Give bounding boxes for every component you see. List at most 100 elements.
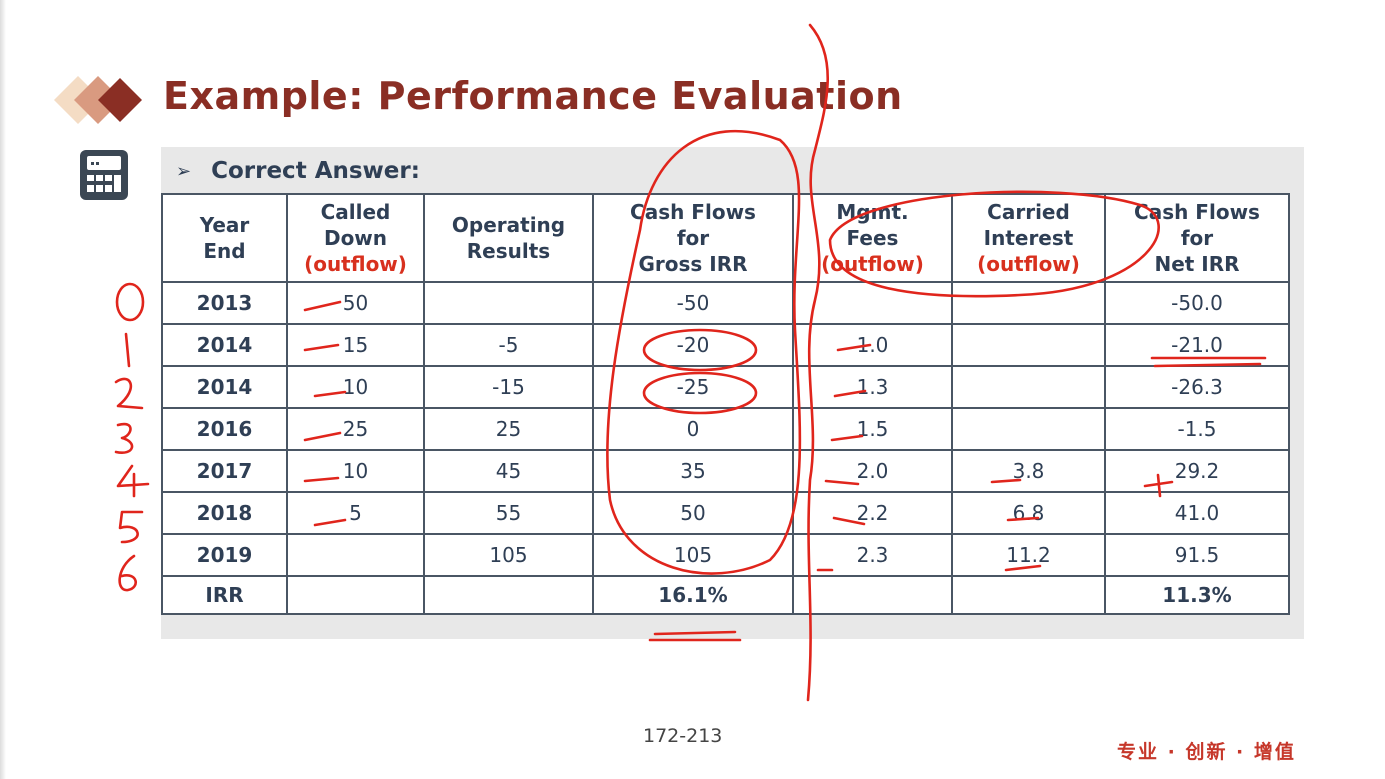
- table-cell: 2.0: [792, 449, 953, 493]
- header-line: Year: [199, 213, 250, 237]
- column-header: Operating Results: [423, 193, 594, 283]
- slide-title: Example: Performance Evaluation: [163, 74, 903, 118]
- diamond-bullets-icon: [54, 76, 142, 124]
- table-cell: 2018: [161, 491, 288, 535]
- table-cell: 3.8: [951, 449, 1106, 493]
- table-cell: 11.2: [951, 533, 1106, 577]
- outflow-tag: (outflow): [304, 252, 407, 276]
- subheading: ➢ Correct Answer:: [176, 154, 420, 188]
- table-cell: 10: [286, 365, 425, 409]
- table-row: 2017 10 45 35 2.0 3.8 29.2: [161, 449, 1290, 493]
- table-cell: -5: [423, 323, 594, 367]
- table-row: 2016 25 25 0 1.5 -1.5: [161, 407, 1290, 451]
- column-header: Called Down (outflow): [286, 193, 425, 283]
- header-line: Cash Flows: [630, 200, 756, 224]
- irr-cell: 16.1%: [592, 575, 794, 615]
- table-cell: 6.8: [951, 491, 1106, 535]
- table-cell: 55: [423, 491, 594, 535]
- table-cell: -25: [592, 365, 794, 409]
- column-header: Cash Flows for Gross IRR: [592, 193, 794, 283]
- header-line: Interest: [983, 226, 1074, 250]
- performance-table: Year End Called Down (outflow) Operating Resul…: [161, 193, 1290, 615]
- table-row: 2013 50 -50 -50.0: [161, 281, 1290, 325]
- header-line: Called: [320, 200, 391, 224]
- table-cell: [951, 281, 1106, 325]
- table-cell: 2017: [161, 449, 288, 493]
- table-cell: 50: [592, 491, 794, 535]
- table-row: 2014 10 -15 -25 1.3 -26.3: [161, 365, 1290, 409]
- table-cell: -21.0: [1104, 323, 1290, 367]
- table-cell: [951, 407, 1106, 451]
- header-line: for: [1180, 226, 1214, 250]
- table-cell: 45: [423, 449, 594, 493]
- table-cell: 2013: [161, 281, 288, 325]
- table-cell: -50.0: [1104, 281, 1290, 325]
- table-row: 2018 5 55 50 2.2 6.8 41.0: [161, 491, 1290, 535]
- page-edge: [0, 0, 6, 779]
- page-number: 172-213: [643, 725, 723, 747]
- table-cell: 2014: [161, 323, 288, 367]
- irr-cell: [423, 575, 594, 615]
- header-line: Fees: [846, 226, 899, 250]
- table-cell: 15: [286, 323, 425, 367]
- table-row: 2014 15 -5 -20 1.0 -21.0: [161, 323, 1290, 367]
- table-cell: 2014: [161, 365, 288, 409]
- table-cell: 29.2: [1104, 449, 1290, 493]
- table-cell: 25: [286, 407, 425, 451]
- table-cell: 41.0: [1104, 491, 1290, 535]
- header-line: Mgmt.: [836, 200, 909, 224]
- column-header: Carried Interest (outflow): [951, 193, 1106, 283]
- irr-cell: 11.3%: [1104, 575, 1290, 615]
- irr-row: IRR 16.1% 11.3%: [161, 575, 1290, 615]
- table-cell: 0: [592, 407, 794, 451]
- table-cell: -1.5: [1104, 407, 1290, 451]
- table-cell: [792, 281, 953, 325]
- table-cell: -50: [592, 281, 794, 325]
- footer-slogan: 专业 · 创新 · 增值: [1117, 741, 1296, 763]
- table-cell: 10: [286, 449, 425, 493]
- table-cell: 35: [592, 449, 794, 493]
- table-cell: -15: [423, 365, 594, 409]
- header-line: for: [676, 226, 710, 250]
- table-cell: [286, 533, 425, 577]
- table-cell: [423, 281, 594, 325]
- table-cell: 1.3: [792, 365, 953, 409]
- table-header-row: Year End Called Down (outflow) Operating Resul…: [161, 193, 1290, 283]
- irr-cell: [286, 575, 425, 615]
- column-header: Mgmt. Fees (outflow): [792, 193, 953, 283]
- table-cell: -26.3: [1104, 365, 1290, 409]
- subheading-text: Correct Answer:: [211, 158, 420, 184]
- irr-cell: [951, 575, 1106, 615]
- table-cell: 2.2: [792, 491, 953, 535]
- table-cell: 105: [423, 533, 594, 577]
- table-cell: 2016: [161, 407, 288, 451]
- outflow-tag: (outflow): [821, 252, 924, 276]
- header-line: Operating: [451, 213, 566, 237]
- table-cell: 50: [286, 281, 425, 325]
- arrow-bullet-icon: ➢: [176, 160, 192, 182]
- column-header: Year End: [161, 193, 288, 283]
- header-line: Down: [323, 226, 388, 250]
- header-line: End: [203, 239, 246, 263]
- table-cell: 91.5: [1104, 533, 1290, 577]
- table-cell: 105: [592, 533, 794, 577]
- header-line: Net IRR: [1154, 252, 1240, 276]
- table-row: 2019 105 105 2.3 11.2 91.5: [161, 533, 1290, 577]
- column-header: Cash Flows for Net IRR: [1104, 193, 1290, 283]
- table-cell: 25: [423, 407, 594, 451]
- header-line: Results: [466, 239, 551, 263]
- header-line: Cash Flows: [1134, 200, 1260, 224]
- table-cell: 2019: [161, 533, 288, 577]
- table-cell: 1.0: [792, 323, 953, 367]
- annotation-year-indices: [114, 282, 150, 592]
- calculator-icon: [80, 150, 128, 200]
- irr-cell: [792, 575, 953, 615]
- table-cell: [951, 323, 1106, 367]
- table-cell: [951, 365, 1106, 409]
- table-cell: -20: [592, 323, 794, 367]
- header-line: Gross IRR: [638, 252, 748, 276]
- table-cell: 5: [286, 491, 425, 535]
- irr-cell: IRR: [161, 575, 288, 615]
- outflow-tag: (outflow): [977, 252, 1080, 276]
- table-cell: 1.5: [792, 407, 953, 451]
